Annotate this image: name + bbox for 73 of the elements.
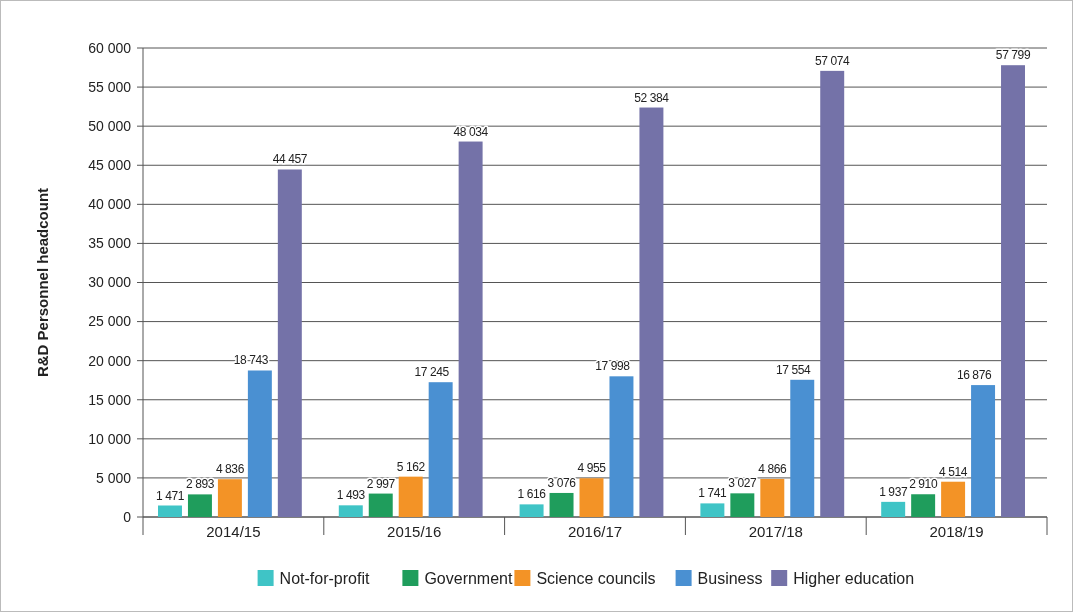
y-tick-label: 35 000 bbox=[88, 235, 132, 252]
data-label: 4 955 bbox=[577, 461, 607, 476]
y-tick-label: 55 000 bbox=[88, 78, 132, 95]
data-label: 4 514 bbox=[939, 464, 968, 479]
y-tick-label: 20 000 bbox=[88, 352, 132, 369]
bar bbox=[820, 70, 845, 517]
data-label: 17 998 bbox=[595, 359, 631, 374]
bar bbox=[158, 505, 182, 517]
y-tick-label: 0 bbox=[123, 508, 132, 525]
y-axis-title: R&D Personnel headcount bbox=[34, 187, 51, 378]
data-label: 57 074 bbox=[815, 53, 851, 68]
x-tick-label: 2014/15 bbox=[206, 523, 261, 540]
data-label: 2 997 bbox=[366, 476, 396, 491]
data-label: 1 471 bbox=[155, 488, 185, 503]
x-tick-label: 2015/16 bbox=[387, 523, 442, 540]
data-label: 1 741 bbox=[698, 486, 728, 501]
legend-label: Business bbox=[697, 569, 763, 587]
bar bbox=[549, 492, 574, 517]
data-label: 4 836 bbox=[215, 462, 245, 477]
data-label: 3 076 bbox=[547, 475, 577, 490]
data-label: 2 910 bbox=[909, 477, 938, 492]
y-tick-label: 60 000 bbox=[88, 39, 132, 56]
y-tick-label: 50 000 bbox=[88, 118, 132, 135]
bar bbox=[941, 481, 966, 517]
data-label: 1 616 bbox=[517, 487, 547, 502]
bar bbox=[1001, 65, 1025, 517]
bar bbox=[428, 382, 453, 517]
data-label: 5 162 bbox=[396, 459, 426, 474]
bar bbox=[187, 494, 212, 517]
y-tick-label: 40 000 bbox=[88, 196, 132, 213]
bar bbox=[911, 494, 936, 517]
bar bbox=[971, 385, 996, 517]
legend-label: Science councils bbox=[536, 569, 656, 587]
bar bbox=[730, 493, 755, 517]
bar bbox=[277, 169, 302, 517]
data-label: 3 027 bbox=[728, 476, 758, 491]
x-tick-label: 2018/19 bbox=[929, 523, 984, 540]
bar bbox=[398, 476, 423, 517]
y-tick-label: 5 000 bbox=[95, 469, 132, 486]
data-label: 2 893 bbox=[185, 477, 215, 492]
bar bbox=[760, 478, 785, 517]
bar bbox=[368, 493, 393, 517]
x-tick-label: 2016/17 bbox=[567, 523, 623, 540]
data-label: 1 937 bbox=[879, 484, 908, 499]
bar bbox=[338, 505, 363, 517]
data-label: 16 876 bbox=[956, 368, 992, 383]
data-label: 17 554 bbox=[776, 362, 812, 377]
x-tick-label: 2017/18 bbox=[748, 523, 803, 540]
data-label: 57 799 bbox=[995, 48, 1031, 63]
bar bbox=[609, 376, 634, 517]
bar bbox=[639, 107, 664, 517]
y-tick-label: 25 000 bbox=[88, 313, 132, 330]
legend-label: Not-for-profit bbox=[279, 569, 370, 587]
legend-label: Higher education bbox=[793, 569, 915, 587]
legend-label: Government bbox=[424, 569, 513, 587]
bar bbox=[579, 478, 604, 517]
y-tick-label: 45 000 bbox=[88, 157, 132, 174]
bar bbox=[881, 501, 906, 517]
bar bbox=[217, 479, 242, 517]
y-tick-label: 30 000 bbox=[88, 274, 132, 291]
data-label: 52 384 bbox=[634, 90, 670, 105]
bar bbox=[519, 504, 544, 517]
data-label: 44 457 bbox=[272, 152, 308, 167]
data-label: 4 866 bbox=[758, 461, 788, 476]
bar bbox=[700, 503, 725, 517]
data-label: 48 034 bbox=[453, 124, 489, 139]
bar bbox=[458, 141, 483, 517]
y-tick-label: 15 000 bbox=[88, 391, 132, 408]
data-label: 17 245 bbox=[414, 365, 450, 380]
y-tick-label: 10 000 bbox=[88, 430, 132, 447]
data-label: 1 493 bbox=[336, 488, 366, 503]
bar bbox=[247, 370, 272, 517]
bar bbox=[790, 379, 815, 517]
